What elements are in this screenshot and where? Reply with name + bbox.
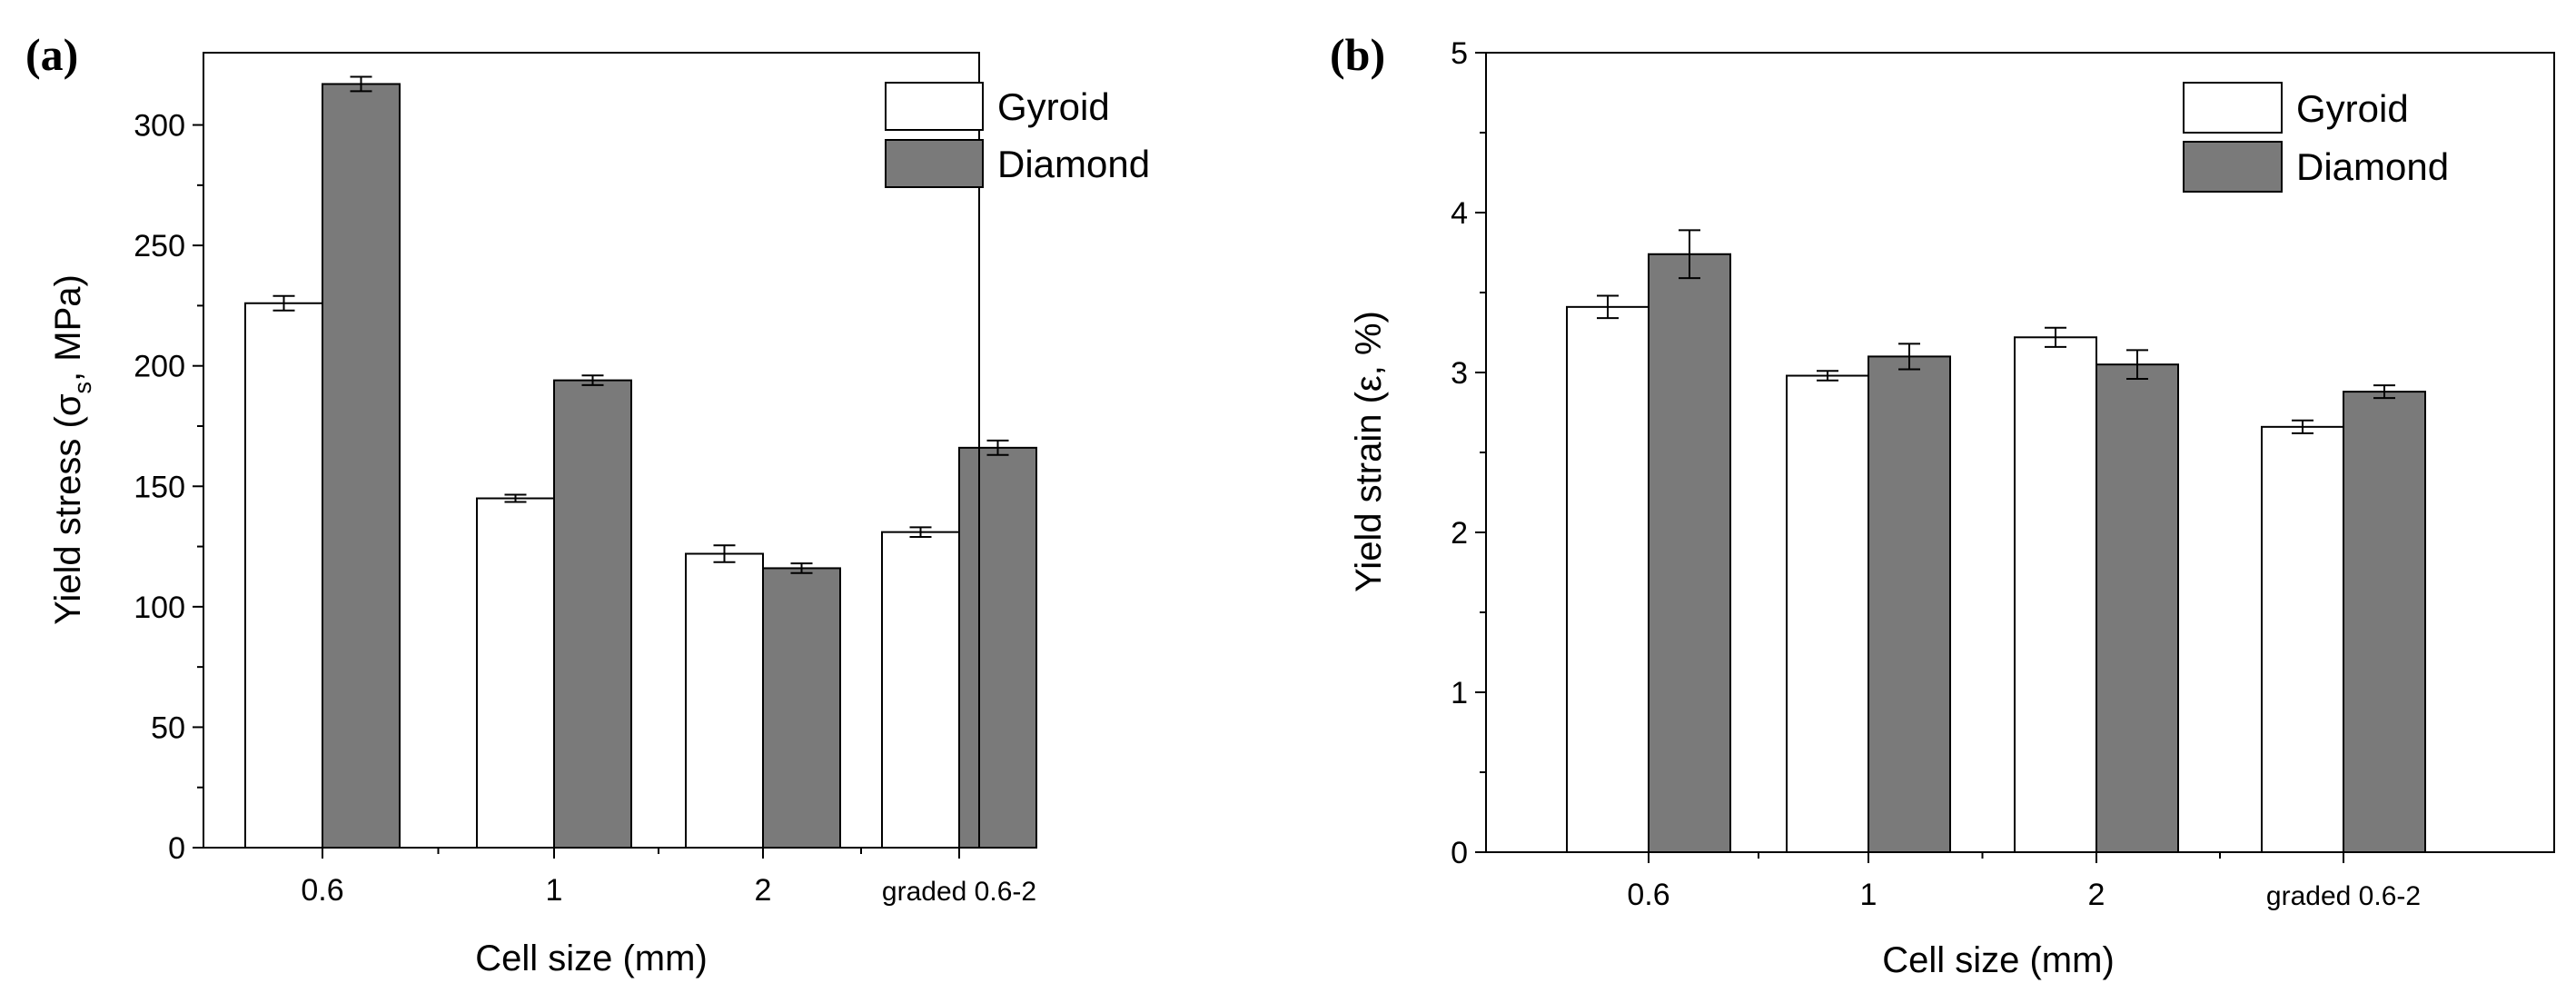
bar-a-gyroid-2	[685, 552, 764, 849]
chart-b-y-axis-label: Yield strain (ε, %)	[1349, 311, 1389, 592]
error-bar-b-diamond-1	[1898, 343, 1920, 371]
bar-a-gyroid-1	[476, 497, 555, 849]
bar-b-gyroid-0	[1566, 305, 1650, 853]
error-bar-a-gyroid-2	[713, 544, 736, 563]
x-tick-label-a-1: 1	[546, 873, 563, 908]
chart-a-axes: 0 50 100 150 200 250 300 0.6 1 2 graded 0.6-2	[134, 109, 1036, 908]
error-bar-b-gyroid-0	[1597, 294, 1619, 320]
chart-b-legend: Gyroid Diamond	[2183, 82, 2449, 193]
bar-a-diamond-2	[762, 567, 841, 849]
x-tick-label-b-0: 0.6	[1627, 878, 1669, 912]
x-tick-label-a-3: graded 0.6-2	[882, 877, 1036, 907]
y-tick-label-b-4: 4	[1451, 196, 1468, 231]
y-tick-label-a-1: 50	[151, 710, 185, 745]
legend-a-swatch-diamond	[885, 139, 984, 188]
error-bar-b-gyroid-2	[2045, 326, 2066, 348]
legend-b-swatch-gyroid	[2183, 82, 2283, 134]
legend-a-label-gyroid: Gyroid	[997, 85, 1110, 128]
y-tick-label-a-5: 250	[134, 229, 185, 263]
legend-a-label-diamond: Diamond	[997, 143, 1150, 185]
chart-a-y-axis-label: Yield stress (σs, MPa)	[48, 274, 96, 625]
bar-b-gyroid-2	[2014, 336, 2097, 853]
legend-b-label-diamond: Diamond	[2296, 145, 2449, 188]
chart-b-x-axis-label: Cell size (mm)	[1882, 940, 2115, 980]
x-tick-label-b-3: graded 0.6-2	[2266, 881, 2421, 911]
legend-a-swatch-gyroid	[885, 82, 984, 131]
y-tick-label-b-0: 0	[1451, 836, 1468, 870]
panel-label-b: (b)	[1330, 29, 1385, 80]
bar-a-gyroid-3	[881, 531, 960, 849]
legend-b-swatch-diamond	[2183, 141, 2283, 193]
error-bar-a-diamond-1	[581, 374, 604, 386]
error-bar-b-gyroid-3	[2292, 419, 2313, 434]
y-tick-label-a-3: 150	[134, 470, 185, 504]
bar-a-diamond-0	[322, 83, 401, 849]
error-bar-a-diamond-2	[790, 562, 813, 574]
bar-b-diamond-2	[2095, 363, 2179, 853]
x-tick-label-a-0: 0.6	[301, 873, 343, 908]
error-bar-b-diamond-2	[2126, 349, 2148, 381]
y-tick-label-a-6: 300	[134, 109, 185, 144]
error-bar-b-diamond-3	[2373, 384, 2395, 400]
y-tick-label-b-1: 1	[1451, 676, 1468, 710]
bar-b-diamond-0	[1648, 253, 1731, 853]
bar-b-gyroid-3	[2261, 425, 2344, 853]
chart-a-legend: Gyroid Diamond	[885, 82, 1150, 188]
chart-a-x-axis-label: Cell size (mm)	[475, 938, 708, 978]
y-tick-label-b-5: 5	[1451, 36, 1468, 71]
y-tick-label-a-2: 100	[134, 591, 185, 625]
error-bar-a-diamond-3	[986, 439, 1009, 456]
panel-label-a: (a)	[25, 29, 78, 80]
chart-b-axes: 0 1 2 3 4 5 0.6 1 2 graded 0.6-2	[1451, 36, 2421, 912]
x-tick-label-b-1: 1	[1860, 878, 1878, 912]
error-bar-a-gyroid-3	[909, 526, 932, 538]
error-bar-a-gyroid-0	[272, 294, 295, 312]
y-tick-label-b-2: 2	[1451, 516, 1468, 551]
bar-b-diamond-3	[2343, 391, 2426, 853]
error-bar-b-diamond-0	[1679, 229, 1700, 280]
chart-panel-b: (b) 0 1 2 3 4 5 0.6 1 2 graded 0.6-2 Cell size (m…	[1330, 29, 2555, 980]
bar-b-gyroid-1	[1786, 374, 1869, 853]
y-tick-label-a-4: 200	[134, 350, 185, 384]
chart-b-marks	[1566, 229, 2426, 853]
legend-b-label-gyroid: Gyroid	[2296, 87, 2409, 130]
x-tick-label-a-2: 2	[755, 873, 772, 908]
bar-b-diamond-1	[1868, 355, 1951, 853]
error-bar-a-diamond-0	[350, 75, 372, 93]
bar-a-diamond-3	[958, 446, 1037, 849]
bar-a-diamond-1	[553, 379, 632, 849]
chart-a-plot-frame	[203, 52, 980, 849]
error-bar-a-gyroid-1	[504, 493, 527, 503]
x-tick-label-b-2: 2	[2088, 878, 2105, 912]
y-tick-label-a-0: 0	[168, 831, 185, 866]
bar-a-gyroid-0	[244, 302, 323, 849]
y-tick-label-b-3: 3	[1451, 356, 1468, 391]
chart-a-marks	[244, 75, 1037, 849]
error-bar-b-gyroid-1	[1817, 370, 1838, 382]
